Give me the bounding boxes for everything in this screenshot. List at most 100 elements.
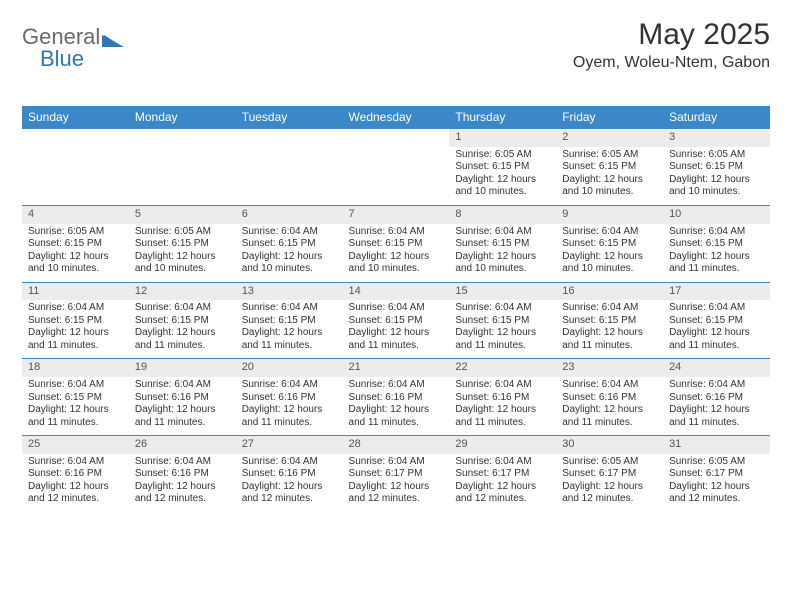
sunset-line: Sunset: 6:17 PM — [349, 468, 444, 481]
sunset-line: Sunset: 6:15 PM — [135, 315, 230, 328]
sunrise-line: Sunrise: 6:05 AM — [455, 149, 550, 162]
sunrise-line: Sunrise: 6:04 AM — [135, 302, 230, 315]
sunrise-line: Sunrise: 6:05 AM — [28, 226, 123, 239]
day-detail-cell: Sunrise: 6:05 AMSunset: 6:15 PMDaylight:… — [22, 224, 129, 283]
day-detail-row: Sunrise: 6:04 AMSunset: 6:15 PMDaylight:… — [22, 377, 770, 436]
sunset-line: Sunset: 6:15 PM — [455, 161, 550, 174]
calendar-table: SundayMondayTuesdayWednesdayThursdayFrid… — [22, 106, 770, 512]
sunrise-line: Sunrise: 6:04 AM — [242, 379, 337, 392]
sunrise-line: Sunrise: 6:04 AM — [28, 302, 123, 315]
day-detail-cell: Sunrise: 6:04 AMSunset: 6:15 PMDaylight:… — [343, 300, 450, 359]
daylight-line: Daylight: 12 hours and 11 minutes. — [28, 327, 123, 352]
day-detail-cell: Sunrise: 6:04 AMSunset: 6:15 PMDaylight:… — [22, 377, 129, 436]
day-number-cell: 21 — [343, 359, 450, 377]
weekday-header: Wednesday — [343, 106, 450, 129]
calendar-page: General May 2025 Oyem, Woleu-Ntem, Gabon… — [0, 0, 792, 522]
day-number-cell: 10 — [663, 205, 770, 223]
day-detail-cell: Sunrise: 6:04 AMSunset: 6:16 PMDaylight:… — [343, 377, 450, 436]
sunset-line: Sunset: 6:15 PM — [669, 315, 764, 328]
day-detail-cell — [22, 147, 129, 206]
sunset-line: Sunset: 6:15 PM — [349, 315, 444, 328]
sunset-line: Sunset: 6:15 PM — [562, 161, 657, 174]
sunset-line: Sunset: 6:16 PM — [349, 392, 444, 405]
daylight-line: Daylight: 12 hours and 12 minutes. — [455, 481, 550, 506]
day-number-cell: 6 — [236, 205, 343, 223]
header: General May 2025 Oyem, Woleu-Ntem, Gabon — [22, 18, 770, 72]
sunset-line: Sunset: 6:17 PM — [562, 468, 657, 481]
day-number-cell: 27 — [236, 436, 343, 454]
daylight-line: Daylight: 12 hours and 11 minutes. — [669, 404, 764, 429]
day-detail-cell: Sunrise: 6:04 AMSunset: 6:16 PMDaylight:… — [556, 377, 663, 436]
day-number-cell: 30 — [556, 436, 663, 454]
sunrise-line: Sunrise: 6:04 AM — [28, 456, 123, 469]
daylight-line: Daylight: 12 hours and 11 minutes. — [135, 404, 230, 429]
day-detail-cell: Sunrise: 6:04 AMSunset: 6:15 PMDaylight:… — [236, 224, 343, 283]
day-number-cell: 31 — [663, 436, 770, 454]
daylight-line: Daylight: 12 hours and 11 minutes. — [135, 327, 230, 352]
daylight-line: Daylight: 12 hours and 10 minutes. — [349, 251, 444, 276]
day-number-cell: 23 — [556, 359, 663, 377]
day-number-cell — [343, 129, 450, 147]
day-detail-row: Sunrise: 6:05 AMSunset: 6:15 PMDaylight:… — [22, 147, 770, 206]
day-number-cell: 4 — [22, 205, 129, 223]
day-detail-cell: Sunrise: 6:04 AMSunset: 6:15 PMDaylight:… — [663, 224, 770, 283]
day-detail-row: Sunrise: 6:04 AMSunset: 6:15 PMDaylight:… — [22, 300, 770, 359]
day-number-cell: 26 — [129, 436, 236, 454]
sunset-line: Sunset: 6:16 PM — [28, 468, 123, 481]
daylight-line: Daylight: 12 hours and 11 minutes. — [349, 327, 444, 352]
day-number-cell: 19 — [129, 359, 236, 377]
day-detail-cell: Sunrise: 6:04 AMSunset: 6:15 PMDaylight:… — [556, 300, 663, 359]
sunrise-line: Sunrise: 6:04 AM — [669, 226, 764, 239]
day-detail-cell: Sunrise: 6:04 AMSunset: 6:16 PMDaylight:… — [236, 454, 343, 512]
sunrise-line: Sunrise: 6:05 AM — [669, 456, 764, 469]
day-number-cell: 25 — [22, 436, 129, 454]
day-detail-row: Sunrise: 6:05 AMSunset: 6:15 PMDaylight:… — [22, 224, 770, 283]
sunset-line: Sunset: 6:15 PM — [669, 161, 764, 174]
sunset-line: Sunset: 6:17 PM — [669, 468, 764, 481]
sunset-line: Sunset: 6:16 PM — [242, 392, 337, 405]
daylight-line: Daylight: 12 hours and 12 minutes. — [562, 481, 657, 506]
daylight-line: Daylight: 12 hours and 12 minutes. — [242, 481, 337, 506]
day-number-cell: 3 — [663, 129, 770, 147]
day-number-cell: 24 — [663, 359, 770, 377]
sunset-line: Sunset: 6:15 PM — [242, 315, 337, 328]
logo-text-blue: Blue — [40, 46, 84, 71]
day-detail-cell: Sunrise: 6:04 AMSunset: 6:15 PMDaylight:… — [663, 300, 770, 359]
day-detail-cell: Sunrise: 6:04 AMSunset: 6:16 PMDaylight:… — [129, 454, 236, 512]
daylight-line: Daylight: 12 hours and 10 minutes. — [562, 251, 657, 276]
sunrise-line: Sunrise: 6:04 AM — [669, 302, 764, 315]
day-detail-cell: Sunrise: 6:05 AMSunset: 6:17 PMDaylight:… — [556, 454, 663, 512]
sunset-line: Sunset: 6:15 PM — [28, 238, 123, 251]
sunset-line: Sunset: 6:15 PM — [242, 238, 337, 251]
day-number-cell: 8 — [449, 205, 556, 223]
day-detail-cell: Sunrise: 6:04 AMSunset: 6:16 PMDaylight:… — [236, 377, 343, 436]
sunset-line: Sunset: 6:15 PM — [28, 392, 123, 405]
daylight-line: Daylight: 12 hours and 10 minutes. — [562, 174, 657, 199]
sunrise-line: Sunrise: 6:04 AM — [349, 456, 444, 469]
sunrise-line: Sunrise: 6:04 AM — [28, 379, 123, 392]
sunrise-line: Sunrise: 6:05 AM — [669, 149, 764, 162]
day-number-cell: 1 — [449, 129, 556, 147]
day-number-cell: 22 — [449, 359, 556, 377]
sunrise-line: Sunrise: 6:04 AM — [135, 379, 230, 392]
daylight-line: Daylight: 12 hours and 10 minutes. — [455, 174, 550, 199]
day-detail-cell: Sunrise: 6:04 AMSunset: 6:17 PMDaylight:… — [343, 454, 450, 512]
day-number-cell — [129, 129, 236, 147]
weekday-header: Sunday — [22, 106, 129, 129]
sunrise-line: Sunrise: 6:05 AM — [135, 226, 230, 239]
daylight-line: Daylight: 12 hours and 11 minutes. — [28, 404, 123, 429]
sunset-line: Sunset: 6:15 PM — [455, 238, 550, 251]
day-detail-cell: Sunrise: 6:04 AMSunset: 6:15 PMDaylight:… — [22, 300, 129, 359]
day-detail-cell: Sunrise: 6:04 AMSunset: 6:16 PMDaylight:… — [22, 454, 129, 512]
sunrise-line: Sunrise: 6:04 AM — [242, 456, 337, 469]
day-detail-cell: Sunrise: 6:04 AMSunset: 6:15 PMDaylight:… — [449, 300, 556, 359]
day-number-cell: 13 — [236, 282, 343, 300]
day-detail-cell: Sunrise: 6:04 AMSunset: 6:15 PMDaylight:… — [343, 224, 450, 283]
logo-mark-icon — [102, 27, 124, 47]
day-detail-cell — [343, 147, 450, 206]
sunset-line: Sunset: 6:17 PM — [455, 468, 550, 481]
daylight-line: Daylight: 12 hours and 11 minutes. — [562, 404, 657, 429]
day-detail-cell: Sunrise: 6:05 AMSunset: 6:17 PMDaylight:… — [663, 454, 770, 512]
day-number-cell — [22, 129, 129, 147]
daylight-line: Daylight: 12 hours and 10 minutes. — [28, 251, 123, 276]
